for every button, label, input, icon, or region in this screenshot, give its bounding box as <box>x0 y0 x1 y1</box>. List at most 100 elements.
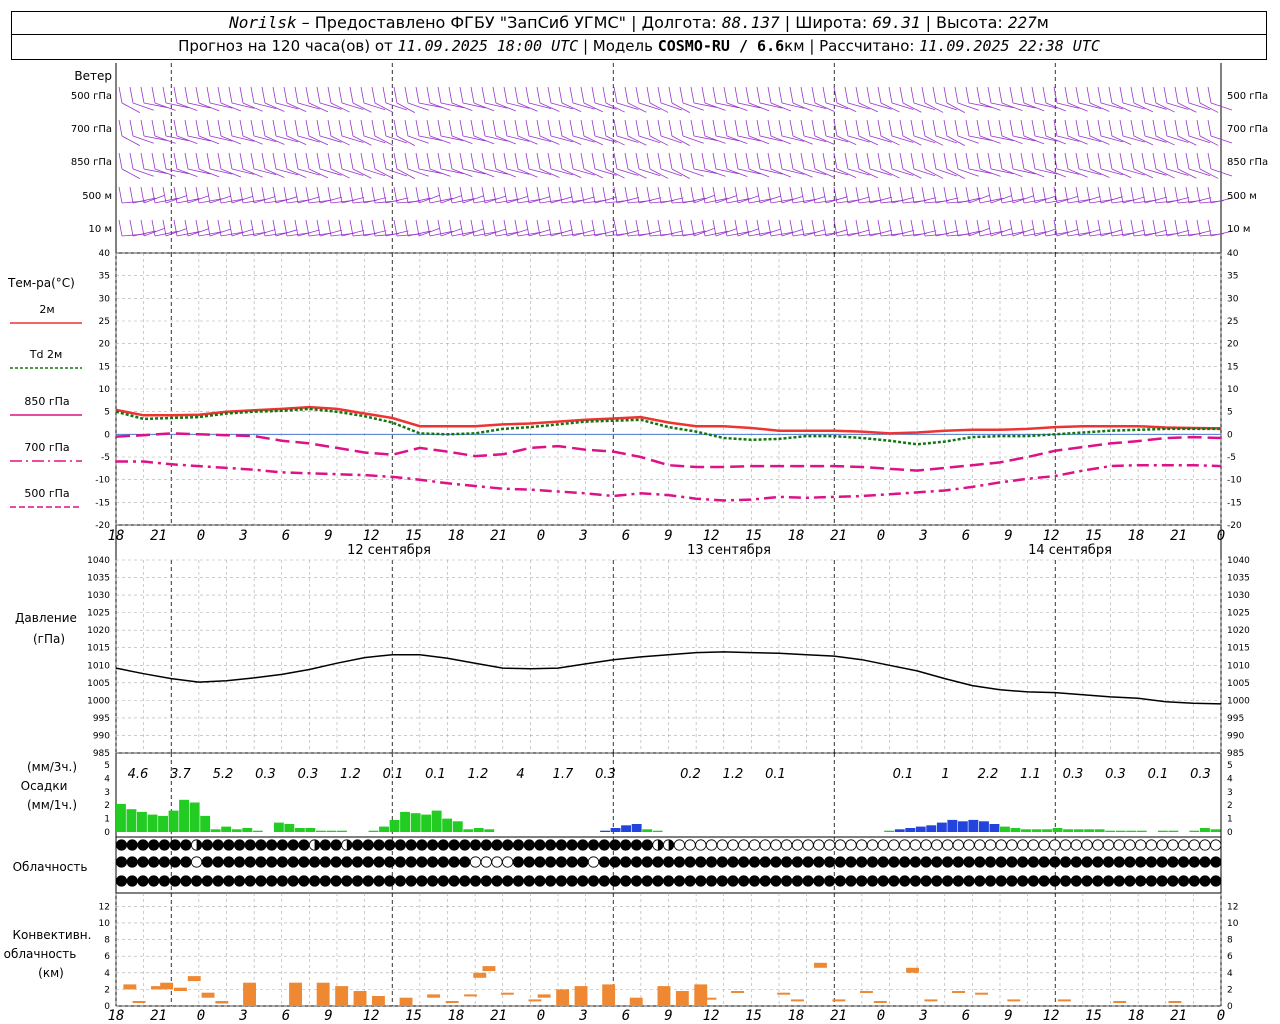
precip-3h-total: 0.1 <box>1148 767 1169 782</box>
wind-barb <box>594 168 617 176</box>
wind-barb <box>1210 168 1233 177</box>
wind-barb <box>638 102 661 111</box>
precip-bar <box>642 829 653 832</box>
wind-barb-flag <box>1020 219 1025 237</box>
wind-barb <box>341 229 365 237</box>
wind-barb <box>253 168 277 176</box>
cloud-symbol <box>1038 839 1050 851</box>
wind-barb-flag <box>525 86 530 104</box>
wind-barb <box>638 230 662 237</box>
wind-barb <box>1001 231 1025 237</box>
wind-barb-flag <box>987 152 992 170</box>
wind-barb <box>902 135 922 146</box>
wind-barb-flag <box>239 152 244 170</box>
precip-bar <box>1000 826 1010 832</box>
cloud-symbol <box>115 875 128 887</box>
wind-barb <box>737 135 761 142</box>
wind-barb <box>528 168 552 176</box>
wind-barb <box>1045 231 1070 237</box>
cloud-symbol <box>555 875 568 887</box>
wind-barb-flag <box>481 219 486 237</box>
wind-barb-flag <box>712 219 717 237</box>
wind-barb-flag <box>1086 86 1091 104</box>
wind-barb <box>319 229 343 237</box>
wind-barb-flag <box>580 119 585 137</box>
cloud-symbol <box>1188 875 1200 887</box>
precip-bar <box>242 828 253 832</box>
wind-barb <box>968 135 992 141</box>
wind-barb <box>165 135 189 142</box>
precip-3h-total: 2.2 <box>978 767 999 782</box>
cloud-symbol <box>780 856 793 868</box>
wind-barb-flag <box>690 119 695 137</box>
cloud-symbol <box>587 875 600 887</box>
wind-barb <box>770 168 792 178</box>
cloud-symbol <box>1027 839 1040 851</box>
wind-barb-flag <box>173 186 178 204</box>
wind-barb-flag <box>646 86 651 104</box>
wind-barb-flag <box>569 219 574 237</box>
wind-barb-flag <box>1207 152 1212 170</box>
wind-barb-flag <box>888 219 893 237</box>
wind-barb <box>715 102 739 109</box>
wind-barb-flag <box>1185 186 1190 204</box>
precip-y-tick-left: 5 <box>104 761 110 771</box>
wind-barb-flag <box>206 119 211 137</box>
cloud-symbol <box>845 875 857 887</box>
cloud-symbol <box>770 839 782 851</box>
wind-barb <box>935 135 958 144</box>
time-tick-label: 12 <box>703 528 720 544</box>
cloud-symbol <box>437 875 449 887</box>
cloud-symbol <box>1049 839 1061 851</box>
precip-bar <box>1084 829 1095 832</box>
wind-barb <box>209 102 233 109</box>
wind-barb-flag <box>734 119 739 137</box>
wind-barb <box>583 168 604 179</box>
cloud-symbol <box>995 839 1007 851</box>
wind-barb-flag <box>1097 152 1102 170</box>
wind-barb <box>1045 102 1067 112</box>
wind-barb <box>957 230 981 237</box>
precip-bar <box>221 826 232 832</box>
wind-barb <box>583 102 604 113</box>
wind-barb-flag <box>635 119 640 137</box>
wind-barb-flag <box>1174 119 1179 137</box>
time-tick-label: 18 <box>788 528 805 544</box>
wind-barb-flag <box>261 86 266 104</box>
time-tick-label: 21 <box>1170 528 1187 544</box>
wind-barb-flag <box>1207 119 1212 137</box>
wind-barb-flag <box>1031 86 1036 104</box>
wind-barb-flag <box>1042 152 1047 170</box>
cloud-symbol <box>534 839 546 851</box>
wind-barb-flag <box>943 86 948 104</box>
wind-barb <box>957 102 979 111</box>
precip-bar <box>1115 830 1126 832</box>
cloud-symbol <box>974 839 986 851</box>
pressure-y-tick-left: 1030 <box>87 591 110 601</box>
precip-3h-total: 0.1 <box>765 767 786 782</box>
wind-barb <box>880 102 900 113</box>
wind-barb-flag <box>1009 219 1014 237</box>
cloud-symbol <box>384 856 396 868</box>
cloud-symbol <box>330 839 342 851</box>
wind-barb-flag <box>822 219 827 237</box>
wind-barb-flag <box>778 86 783 104</box>
wind-barb-flag <box>558 152 563 170</box>
wind-barb-flag <box>569 186 574 204</box>
wind-barb <box>891 135 914 143</box>
wind-barb-flag <box>525 152 530 170</box>
cloud-symbol <box>126 856 138 868</box>
cloud-symbol <box>941 839 954 851</box>
wind-barb <box>726 231 750 237</box>
wind-barb-flag <box>470 119 475 137</box>
wind-barb-flag <box>382 219 387 237</box>
wind-barb <box>1144 168 1167 176</box>
precip-bar <box>989 824 1000 832</box>
time-tick-label: 0 <box>1217 528 1225 544</box>
cloud-symbol <box>502 856 514 868</box>
wind-barb-flag <box>437 119 442 137</box>
wind-barb-flag <box>250 152 255 170</box>
wind-barb-flag <box>712 86 717 104</box>
cloud-symbol-fill <box>668 839 674 851</box>
wind-barb-flag <box>437 219 442 237</box>
